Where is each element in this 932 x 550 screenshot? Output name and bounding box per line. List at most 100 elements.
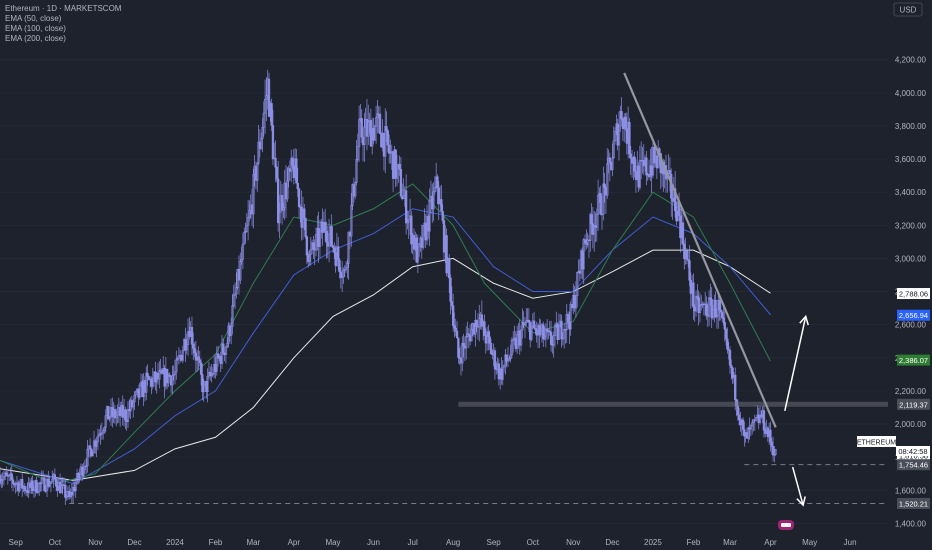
candle-body xyxy=(5,472,8,476)
events-icon[interactable] xyxy=(778,520,794,530)
candle-body xyxy=(337,246,340,261)
candle-body xyxy=(512,339,515,341)
candle-body xyxy=(497,363,500,380)
candle xyxy=(487,324,490,351)
candle xyxy=(736,399,739,421)
candle xyxy=(201,363,204,401)
candle xyxy=(277,160,280,232)
candle xyxy=(121,395,124,426)
candle-body xyxy=(535,329,538,336)
candle xyxy=(168,372,171,377)
candle xyxy=(485,326,489,351)
candle xyxy=(274,140,277,183)
candle xyxy=(735,399,738,417)
x-tick-label: Apr xyxy=(764,538,777,547)
candle xyxy=(166,368,169,389)
candle-body xyxy=(624,116,627,129)
x-tick-label: May xyxy=(325,538,340,547)
candle-body xyxy=(277,178,280,224)
candle-body xyxy=(727,348,730,351)
candle-body xyxy=(190,327,194,345)
candle-body xyxy=(40,478,43,484)
candle xyxy=(384,108,387,174)
bearish-arrow xyxy=(791,466,806,507)
candle-body xyxy=(254,165,258,181)
candle xyxy=(418,242,421,258)
candle-body xyxy=(348,231,352,237)
candle-body xyxy=(771,446,775,456)
candle xyxy=(500,357,503,385)
candle xyxy=(240,246,243,265)
candle xyxy=(629,145,632,176)
candle-body xyxy=(231,305,234,327)
candle xyxy=(312,235,315,259)
price-label-bg xyxy=(897,354,930,366)
candle xyxy=(745,427,749,439)
candle xyxy=(193,342,196,357)
candle xyxy=(401,183,404,201)
ema-200-line xyxy=(0,249,771,481)
candle-body xyxy=(600,213,604,216)
candle-body xyxy=(569,304,572,330)
candle-body xyxy=(548,330,551,333)
candle-body xyxy=(458,357,461,359)
candle xyxy=(402,178,405,200)
candle-body xyxy=(271,125,275,160)
candle xyxy=(220,335,224,369)
candle-body xyxy=(43,477,46,492)
candle-body xyxy=(65,496,68,498)
candle-body xyxy=(581,250,584,270)
candle-body xyxy=(764,430,767,434)
candle xyxy=(32,485,36,498)
candle-body xyxy=(237,269,241,281)
candle-body xyxy=(734,374,737,400)
candle xyxy=(134,390,137,399)
candle-body xyxy=(224,346,228,355)
candle xyxy=(158,361,161,389)
candle xyxy=(450,286,453,310)
candle-body xyxy=(737,414,741,420)
candle-body xyxy=(500,368,503,380)
y-tick-label: 3,400.00 xyxy=(895,188,927,197)
candle-body xyxy=(634,170,638,180)
candle-body xyxy=(232,294,235,306)
candle xyxy=(535,321,538,343)
candle-body xyxy=(461,343,464,364)
candle xyxy=(102,428,105,440)
candle-body xyxy=(762,410,766,431)
candle xyxy=(530,326,533,342)
candle-body xyxy=(241,243,245,260)
candle xyxy=(239,252,242,285)
candle-body xyxy=(487,331,490,337)
candle xyxy=(727,341,730,360)
candle-body xyxy=(606,163,609,196)
candle-body xyxy=(100,432,104,435)
candle xyxy=(560,314,563,348)
candle-body xyxy=(235,287,238,295)
candle xyxy=(576,271,579,308)
currency-badge[interactable]: USD xyxy=(893,2,923,17)
candle xyxy=(197,346,200,370)
candle xyxy=(543,326,546,341)
candle xyxy=(115,408,118,427)
candle xyxy=(181,345,184,364)
candle xyxy=(88,438,92,459)
candle-body xyxy=(621,118,625,129)
candle-body xyxy=(688,260,691,281)
legend-ema100: EMA (100, close) xyxy=(5,24,66,33)
candle xyxy=(692,273,695,320)
ema-50-line xyxy=(0,183,771,485)
candle xyxy=(128,399,131,418)
candle xyxy=(445,228,448,277)
candle-body xyxy=(521,322,524,331)
candle xyxy=(442,216,446,261)
candle xyxy=(638,145,642,190)
candle-body xyxy=(752,419,755,423)
candle xyxy=(512,331,515,353)
candle-body xyxy=(650,165,653,176)
candle-body xyxy=(74,483,77,492)
candle xyxy=(169,375,173,394)
candle-body xyxy=(134,391,137,396)
candle-body xyxy=(147,376,151,381)
